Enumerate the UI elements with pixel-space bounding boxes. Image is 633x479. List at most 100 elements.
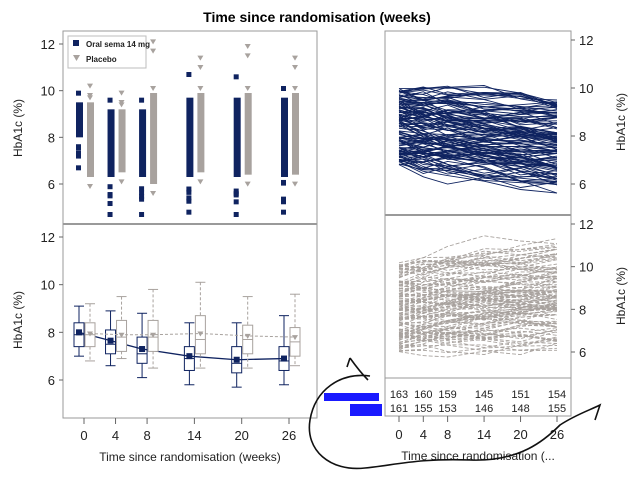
mean-marker (186, 353, 193, 360)
subject-line (398, 306, 558, 325)
subject-line (398, 121, 558, 146)
subject-line (398, 138, 558, 152)
subject-line (398, 342, 558, 358)
x-tick-label: 14 (477, 427, 491, 442)
placebo-point (150, 39, 157, 45)
subject-line (398, 306, 558, 320)
oral-sema-point (186, 195, 192, 201)
x-tick-label: 4 (112, 428, 119, 443)
subject-line (398, 252, 558, 283)
oral-sema-point (76, 144, 81, 150)
count-placebo: 155 (548, 403, 566, 415)
y-tick-label: 8 (579, 129, 586, 144)
placebo-point (118, 179, 125, 185)
subject-line (398, 105, 558, 124)
oral-sema-point (107, 192, 113, 198)
count-placebo: 153 (438, 403, 456, 415)
subject-line (398, 245, 558, 273)
oral-sema-point (107, 184, 113, 190)
oral-sema-point (281, 209, 286, 215)
mean-line (89, 333, 296, 338)
subject-line (398, 84, 558, 106)
subject-line (398, 299, 558, 311)
subject-line (398, 327, 558, 334)
subject-line (398, 137, 558, 168)
subject-line (398, 142, 558, 154)
count-oral-sema: 151 (511, 389, 529, 401)
subject-line (398, 320, 558, 342)
legend-oral-sema-marker (73, 40, 79, 46)
placebo-point-cluster (244, 93, 252, 175)
mean-marker (118, 332, 125, 338)
subject-line (398, 262, 558, 283)
placebo-point (244, 86, 251, 91)
subject-line (398, 142, 558, 176)
oral-sema-point (186, 186, 192, 192)
subject-line (398, 86, 558, 105)
oral-sema-point (233, 212, 239, 217)
subject-line (398, 260, 558, 274)
oral-sema-point (233, 74, 239, 80)
placebo-point (292, 65, 298, 70)
legend-placebo-marker (73, 55, 80, 61)
subject-line (398, 133, 558, 149)
y-tick-label: 10 (579, 81, 593, 96)
subject-line (398, 308, 558, 320)
count-placebo: 155 (414, 403, 432, 415)
oral-sema-point (186, 198, 192, 204)
placebo-point-cluster (292, 93, 299, 175)
subject-line (398, 302, 558, 320)
mean-marker (76, 329, 82, 336)
mean-marker (244, 333, 251, 339)
y-tick-label: 6 (579, 345, 586, 360)
subject-line (398, 278, 558, 293)
y-tick-label: 6 (579, 177, 586, 192)
placebo-point (197, 179, 204, 185)
oral-sema-point-cluster (186, 97, 194, 177)
subject-line (398, 101, 558, 134)
subject-line (398, 110, 558, 123)
oral-sema-point (281, 86, 286, 91)
placebo-point (150, 48, 157, 54)
oral-sema-point (76, 165, 81, 171)
x-tick-label: 26 (550, 427, 564, 442)
subject-line (398, 85, 558, 107)
subject-line (398, 253, 558, 290)
x-tick-label: 8 (444, 427, 451, 442)
subject-line (398, 100, 558, 142)
oral-sema-point (139, 190, 145, 196)
placebo-point (150, 191, 157, 196)
subject-line (398, 145, 558, 168)
count-oral-sema: 145 (475, 389, 493, 401)
mean-marker (197, 331, 204, 337)
redaction-mark-1 (324, 393, 379, 401)
placebo-point (118, 90, 125, 96)
subject-line (398, 140, 558, 183)
top-left-ylabel: HbA1c (%) (11, 99, 25, 157)
subject-line (398, 329, 558, 339)
placebo-point (197, 65, 204, 70)
placebo-point (292, 86, 298, 91)
oral-sema-point (139, 186, 145, 192)
subject-line (398, 254, 558, 275)
legend-placebo-label: Placebo (86, 55, 117, 64)
subject-line (398, 268, 558, 291)
subject-line (398, 276, 558, 298)
y-tick-label: 10 (41, 278, 55, 293)
subject-line (398, 86, 558, 101)
mean-marker (281, 355, 287, 362)
subject-line (398, 112, 558, 143)
mean-marker (87, 331, 93, 337)
placebo-point-cluster (150, 93, 158, 184)
subject-line (398, 158, 558, 181)
subject-line (398, 277, 558, 292)
x-tick-label: 0 (80, 428, 87, 443)
subject-line (398, 98, 558, 112)
y-tick-label: 10 (579, 260, 593, 275)
subject-line (398, 313, 558, 332)
subject-line (398, 273, 558, 286)
count-placebo: 161 (390, 403, 408, 415)
oral-sema-point (281, 199, 286, 205)
placebo-point (87, 184, 93, 189)
mean-marker (292, 335, 298, 341)
